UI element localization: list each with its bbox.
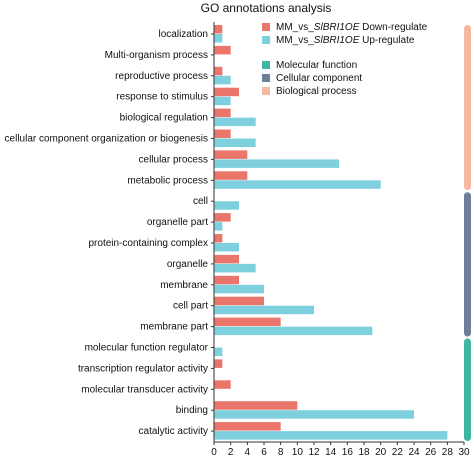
bar-down-14 — [214, 317, 281, 327]
bar-down-19 — [214, 422, 281, 431]
legend-swatch-cellular-component — [262, 74, 270, 82]
bar-down-7 — [214, 171, 248, 180]
category-label: response to stimulus — [116, 92, 208, 103]
bar-down-13 — [214, 296, 264, 306]
bar-up-6 — [214, 159, 339, 168]
bar-up-4 — [214, 117, 256, 127]
x-tick-label: 4 — [245, 447, 251, 457]
bar-down-11 — [214, 254, 239, 264]
x-tick-label: 0 — [211, 447, 217, 457]
category-label: organelle part — [147, 217, 208, 228]
bar-down-3 — [214, 87, 239, 97]
x-tick-label: 10 — [292, 447, 304, 457]
category-label: cellular component organization or bioge… — [5, 134, 208, 145]
bar-down-16 — [214, 359, 223, 368]
bar-down-10 — [214, 234, 223, 243]
bar-up-9 — [214, 222, 223, 231]
group-bar-biological-process — [464, 25, 471, 191]
x-tick-label: 28 — [442, 447, 454, 457]
bar-up-8 — [214, 201, 239, 210]
bar-up-11 — [214, 263, 256, 273]
category-label: cellular process — [139, 154, 208, 165]
bar-down-0 — [214, 25, 223, 34]
x-tick-label: 30 — [458, 447, 470, 457]
category-label: molecular transducer activity — [81, 384, 208, 395]
bar-up-15 — [214, 347, 223, 356]
x-tick-label: 26 — [425, 447, 437, 457]
x-tick-label: 18 — [358, 447, 370, 457]
bar-down-18 — [214, 401, 298, 410]
legend-swatch-biological-process — [262, 87, 270, 95]
category-label: molecular function regulator — [85, 343, 209, 354]
category-label: membrane part — [140, 322, 208, 333]
x-tick-label: 22 — [392, 447, 404, 457]
legend-label-molecular-function: Molecular function — [276, 60, 357, 71]
category-label: protein-containing complex — [88, 238, 208, 249]
bar-up-2 — [214, 75, 231, 85]
bar-down-5 — [214, 129, 231, 138]
legend-label-up: MM_vs_SlBRI1OE Up-regulate — [276, 35, 415, 46]
category-label: catalytic activity — [139, 426, 208, 437]
category-label: organelle — [167, 259, 209, 270]
legend-label-biological-process: Biological process — [276, 86, 357, 97]
bar-down-4 — [214, 108, 231, 118]
bar-down-2 — [214, 66, 223, 76]
bar-up-5 — [214, 138, 256, 147]
bar-up-14 — [214, 326, 373, 336]
category-label: transcription regulator activity — [78, 363, 208, 374]
x-tick-label: 14 — [325, 447, 337, 457]
legend-swatch-molecular-function — [262, 61, 270, 69]
legend-label-down: MM_vs_SlBRI1OE Down-regulate — [276, 22, 428, 33]
bar-up-3 — [214, 96, 231, 106]
category-label: localization — [159, 29, 208, 40]
category-label: cell — [193, 196, 208, 207]
bar-up-18 — [214, 410, 414, 419]
x-tick-label: 20 — [375, 447, 387, 457]
bar-up-0 — [214, 34, 223, 43]
bar-up-13 — [214, 305, 314, 315]
group-bar-molecular-function — [464, 338, 471, 441]
bar-up-12 — [214, 284, 264, 294]
bar-down-17 — [214, 380, 231, 389]
category-label: binding — [176, 405, 208, 416]
x-tick-label: 8 — [278, 447, 284, 457]
legend-label-cellular-component: Cellular component — [276, 73, 362, 84]
bar-down-6 — [214, 150, 248, 159]
x-tick-label: 2 — [228, 447, 234, 457]
chart-title: GO annotations analysis — [201, 1, 332, 15]
bar-up-10 — [214, 243, 239, 252]
group-bar-cellular-component — [464, 192, 471, 337]
category-label: biological regulation — [120, 113, 208, 124]
category-label: metabolic process — [127, 175, 208, 186]
x-tick-label: 12 — [308, 447, 320, 457]
category-label: cell part — [173, 301, 208, 312]
x-tick-label: 24 — [408, 447, 420, 457]
bar-down-9 — [214, 213, 231, 222]
legend-swatch-down — [262, 23, 270, 31]
category-label: Multi-organism process — [105, 50, 208, 61]
category-label: reproductive process — [115, 71, 208, 82]
bar-down-12 — [214, 275, 239, 285]
x-tick-label: 6 — [261, 447, 267, 457]
bar-down-1 — [214, 45, 231, 55]
bar-up-7 — [214, 180, 381, 189]
category-label: membrane — [160, 280, 208, 291]
legend-swatch-up — [262, 36, 270, 44]
bar-up-19 — [214, 431, 448, 440]
x-tick-label: 16 — [342, 447, 354, 457]
